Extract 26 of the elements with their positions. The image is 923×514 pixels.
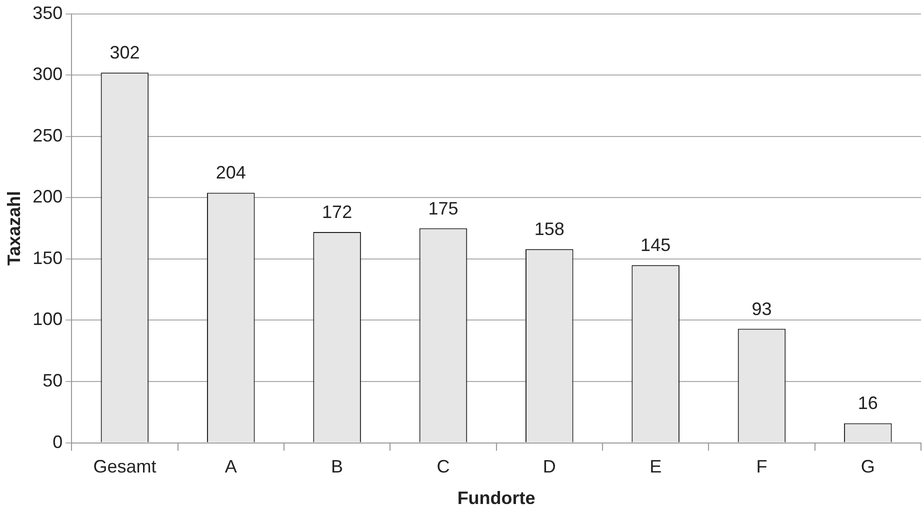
y-tick-label: 100 [32, 309, 63, 330]
x-tick-label: C [436, 456, 450, 477]
y-tick-label: 200 [32, 186, 63, 207]
data-label: 172 [322, 202, 352, 222]
data-label: 175 [428, 198, 458, 218]
y-tick-label: 250 [32, 125, 63, 146]
data-label: 145 [640, 235, 671, 256]
x-tick-label: F [756, 456, 768, 477]
y-tick-label: 50 [42, 370, 63, 390]
data-label: 16 [858, 393, 878, 414]
y-tick-label: 350 [32, 2, 63, 23]
y-axis-title: Taxazahl [4, 190, 24, 266]
data-label: 93 [752, 298, 772, 319]
data-label: 158 [534, 219, 564, 240]
data-label: 302 [110, 42, 140, 63]
x-tick-label: B [331, 456, 344, 477]
x-tick-label: D [542, 456, 556, 477]
x-tick-label: A [224, 456, 237, 477]
y-tick-label: 150 [32, 248, 63, 268]
x-tick-label: G [860, 456, 875, 477]
y-tick-label: 300 [32, 64, 63, 84]
x-tick-label: E [650, 456, 662, 477]
data-label: 204 [216, 162, 246, 183]
x-axis-title: Fundorte [457, 488, 536, 508]
x-tick-label: Gesamt [93, 456, 156, 477]
y-tick-label: 0 [52, 432, 63, 452]
